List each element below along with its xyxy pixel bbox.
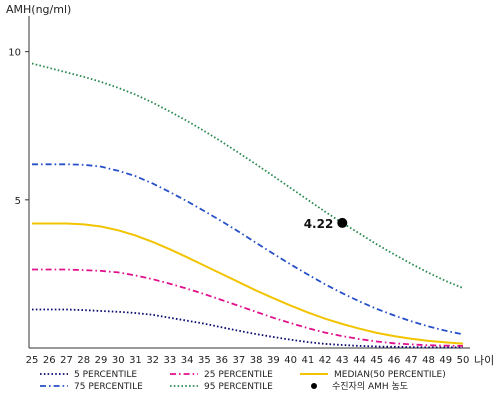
x-tick-label: 37	[233, 355, 246, 366]
legend-label: 75 PERCENTILE	[74, 382, 143, 392]
patient-amh-point	[337, 217, 348, 228]
x-tick-label: 42	[319, 355, 332, 366]
legend-label: MEDIAN(50 PERCENTILE)	[334, 370, 446, 380]
x-tick-label: 45	[370, 355, 383, 366]
x-tick-label: 49	[439, 355, 452, 366]
x-tick-label: 33	[164, 355, 177, 366]
legend-label: 95 PERCENTILE	[204, 382, 273, 392]
x-tick-label: 26	[43, 355, 56, 366]
legend-marker-dot	[311, 383, 317, 389]
x-tick-label: 47	[405, 355, 418, 366]
x-axis-unit-label: 나이	[474, 354, 494, 367]
x-tick-label: 50	[457, 355, 470, 366]
x-tick-label: 46	[388, 355, 401, 366]
x-tick-label: 30	[112, 355, 125, 366]
legend-label: 5 PERCENTILE	[74, 370, 137, 380]
series-line	[32, 222, 464, 345]
x-tick-label: 27	[60, 355, 73, 366]
series-line	[32, 163, 464, 336]
legend-label: 수진자의 AMH 농도	[332, 381, 408, 392]
x-tick-label: 35	[198, 355, 211, 366]
x-tick-label: 32	[146, 355, 159, 366]
series-line	[32, 308, 463, 349]
x-tick-label: 41	[301, 355, 314, 366]
x-tick-label: 38	[250, 355, 263, 366]
patient-marker: 4.22	[304, 217, 348, 231]
legend: 5 PERCENTILE 25 PERCENTILE MEDIAN(50 PERCE…	[40, 370, 446, 392]
patient-amh-value-label: 4.22	[304, 217, 334, 231]
y-tick-label: 5	[15, 196, 21, 207]
x-ticks: 25 26 27 28 29 30 31 32 33 34 35 36 37 38 39 40 41 42 43 44…	[26, 355, 470, 366]
x-tick-label: 28	[77, 355, 90, 366]
x-tick-label: 39	[267, 355, 280, 366]
percentile-lines	[31, 62, 464, 349]
y-tick-label: 10	[8, 48, 21, 59]
x-tick-label: 29	[95, 355, 108, 366]
y-axis-title: AMH(ng/ml)	[6, 3, 71, 16]
x-tick-label: 48	[422, 355, 435, 366]
x-tick-label: 36	[215, 355, 228, 366]
x-tick-label: 25	[26, 355, 39, 366]
x-tick-label: 40	[284, 355, 297, 366]
series-line	[31, 62, 464, 289]
series-line	[32, 268, 464, 347]
x-tick-label: 43	[336, 355, 349, 366]
x-tick-label: 31	[129, 355, 142, 366]
legend-label: 25 PERCENTILE	[204, 370, 273, 380]
y-ticks: 5 10	[8, 48, 29, 207]
x-tick-label: 34	[181, 355, 194, 366]
x-tick-label: 44	[353, 355, 366, 366]
